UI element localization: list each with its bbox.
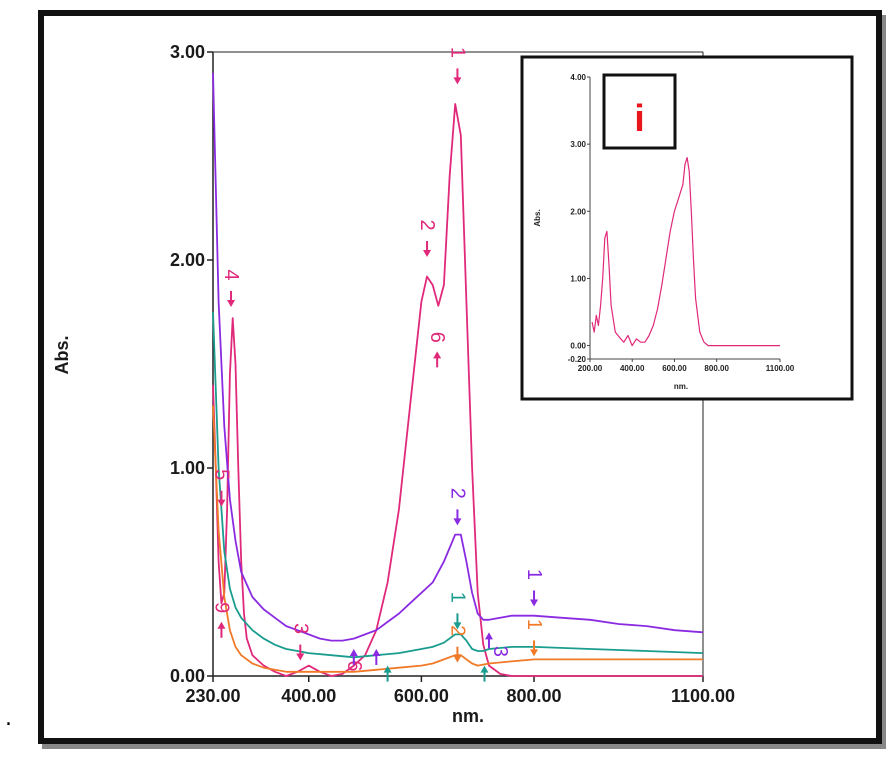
main-y-axis-label: Abs. — [52, 335, 72, 374]
inset-series-lines — [591, 157, 780, 347]
x-tick-label: 230.00 — [185, 686, 240, 706]
inset-panel-label-box — [602, 73, 677, 150]
main-x-axis-label: nm. — [452, 706, 484, 726]
inset-y-tick-label: 2.00 — [570, 207, 586, 216]
annotation-arrowhead — [383, 665, 392, 673]
annotation-label: 9 — [210, 602, 232, 613]
annotation-arrowhead — [217, 621, 226, 629]
inset-frame — [520, 55, 854, 401]
annotation-label: 1 — [523, 569, 545, 580]
annotation-arrowhead — [227, 299, 236, 307]
inset-y-tick-label: 4.00 — [570, 73, 586, 82]
annotation-label: 2 — [416, 219, 438, 230]
series-line-2 — [212, 72, 704, 642]
stray-dot-mark: . — [5, 706, 12, 731]
inset-x-tick-label: 400.00 — [620, 364, 645, 373]
annotation-arrowhead — [480, 665, 489, 673]
annotation-arrowhead — [296, 653, 305, 661]
inset-panel: -0.20 0.00 1.00 2.00 3.00 4.00 200.00 400.00 600… — [520, 55, 854, 401]
annotation-arrowhead — [453, 77, 462, 85]
annotation-arrowhead — [453, 655, 462, 663]
y-tick-label: 1.00 — [170, 458, 205, 478]
annotation-label: 3 — [489, 646, 511, 657]
inset-x-tick-label: 200.00 — [578, 364, 603, 373]
inset-x-axis-label: nm. — [674, 382, 688, 391]
annotation-label: 1 — [523, 619, 545, 630]
inset-ticks: -0.20 0.00 1.00 2.00 3.00 4.00 200.00 400.00 600… — [568, 73, 795, 373]
annotation-arrowhead — [349, 648, 358, 656]
inset-y-tick-label: 3.00 — [570, 140, 586, 149]
annotation-label: 6 — [343, 660, 365, 671]
inset-y-tick-label: 1.00 — [570, 274, 586, 283]
annotation-label: 2 — [446, 625, 468, 636]
series-line-3 — [212, 311, 704, 659]
main-annotations: 1 2 6 4 5 9 3 6 2 1 3 1 2 1 — [210, 47, 545, 682]
x-tick-label: 600.00 — [394, 686, 449, 706]
inset-x-tick-label: 800.00 — [704, 364, 729, 373]
inset-y-axis-label: Abs. — [533, 209, 542, 226]
annotation-arrowhead — [453, 622, 462, 630]
series-line-1 — [212, 103, 703, 677]
annotation-label: 4 — [220, 269, 242, 280]
y-tick-label: 0.00 — [170, 666, 205, 686]
annotation-arrowhead — [530, 599, 539, 607]
x-tick-label: 400.00 — [281, 686, 336, 706]
annotation-arrowhead — [484, 632, 493, 640]
inset-series-line-1 — [591, 157, 780, 347]
annotation-arrowhead — [453, 518, 462, 526]
inset-panel-label: i — [634, 98, 645, 140]
annotation-label: 1 — [446, 592, 468, 603]
y-tick-label: 3.00 — [170, 42, 205, 62]
annotation-arrowhead — [433, 351, 442, 359]
y-tick-label: 2.00 — [170, 250, 205, 270]
annotation-arrowhead — [217, 499, 226, 507]
annotation-label: 6 — [426, 332, 448, 343]
annotation-arrowhead — [423, 250, 432, 258]
annotation-label: 5 — [210, 469, 232, 480]
inset-x-tick-label: 1100.00 — [766, 364, 795, 373]
x-tick-label: 800.00 — [507, 686, 562, 706]
x-tick-label: 1100.00 — [671, 686, 735, 706]
annotation-arrowhead — [372, 648, 381, 656]
inset-y-tick-label: 0.00 — [570, 342, 586, 351]
annotation-label: 2 — [446, 488, 468, 499]
annotation-label: 3 — [289, 623, 311, 634]
annotation-label: 1 — [446, 47, 468, 58]
annotation-arrowhead — [530, 649, 539, 657]
inset-x-tick-label: 600.00 — [662, 364, 687, 373]
inset-y-tick-label: -0.20 — [568, 355, 587, 364]
